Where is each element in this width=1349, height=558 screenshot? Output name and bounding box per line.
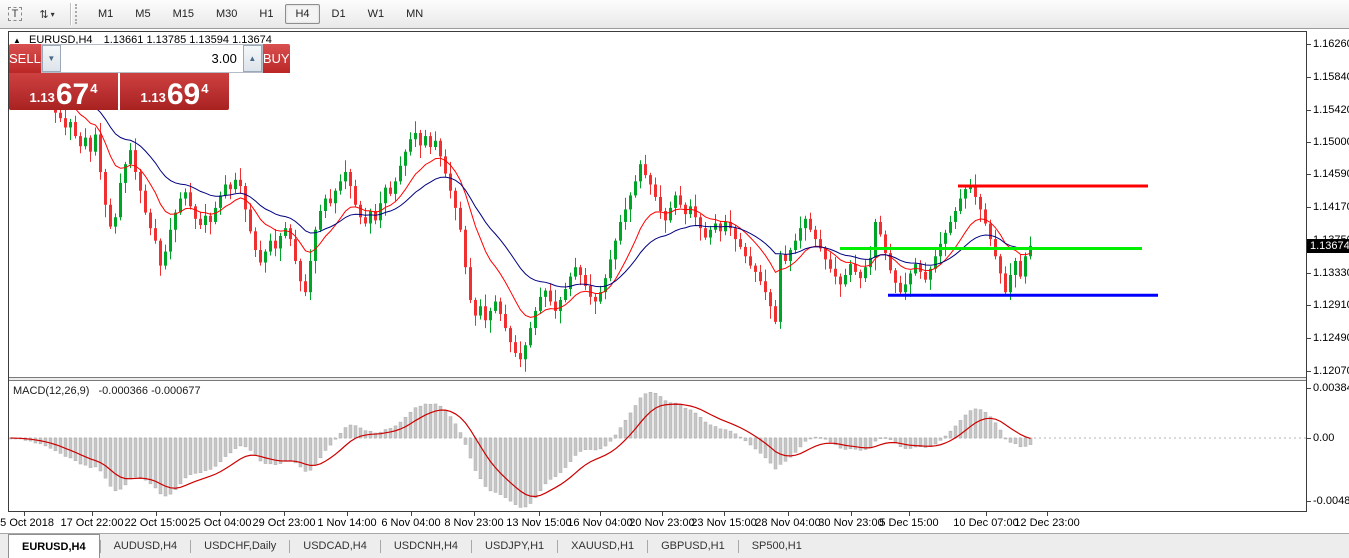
price-axis-label: 1.14170	[1313, 201, 1349, 214]
ohlc-values: 1.13661 1.13785 1.13594 1.13674	[103, 34, 272, 46]
one-click-trading-panel: SELL ▼ ▲ BUY 1.13 67 4 1.13 69 4	[9, 44, 290, 110]
price-axis-tick	[1307, 44, 1311, 45]
buy-price-display[interactable]: 1.13 69 4	[120, 73, 229, 110]
timeframe-button-m5[interactable]: M5	[135, 8, 151, 20]
chart-tab-gbpusd-h1[interactable]: GBPUSD,H1	[661, 540, 725, 552]
sell-price-big: 67	[55, 78, 90, 111]
tab-separator	[647, 539, 649, 553]
price-axis-label: 1.15420	[1313, 103, 1349, 116]
swap-arrows-icon[interactable]: ⇅ ▾	[39, 8, 55, 21]
buy-price-prefix: 1.13	[140, 90, 166, 105]
macd-axis-label: 0.003847	[1313, 382, 1349, 395]
sell-price-prefix: 1.13	[29, 90, 55, 105]
chart-tab-usdcad-h4[interactable]: USDCAD,H4	[303, 540, 367, 552]
collapse-triangle-icon[interactable]: ▲	[13, 36, 21, 45]
macd-axis-label: -0.004856	[1313, 495, 1349, 508]
price-axis-label: 1.13330	[1313, 266, 1349, 279]
macd-axis-tick	[1307, 438, 1311, 439]
price-chart-canvas[interactable]	[9, 32, 1306, 377]
price-axis-tick	[1307, 109, 1311, 111]
chart-tab-bar: EURUSD,H4 AUDUSD,H4 USDCHF,Daily USDCAD,H4 U…	[0, 533, 1349, 558]
price-axis-label: 1.16260	[1313, 38, 1349, 50]
price-axis-tick	[1307, 272, 1311, 274]
time-axis[interactable]	[0, 512, 1349, 533]
timeframe-button-w1[interactable]: W1	[367, 8, 385, 20]
timeframe-button-mn[interactable]: MN	[406, 8, 424, 20]
tab-separator	[379, 539, 381, 553]
tab-separator	[471, 539, 473, 553]
price-axis-label: 1.14590	[1313, 168, 1349, 181]
macd-indicator-label: MACD(12,26,9) -0.000366 -0.000677	[13, 385, 207, 397]
price-axis-tick	[1307, 371, 1311, 372]
price-axis-label: 1.12490	[1313, 332, 1349, 345]
price-axis-label: 1.15000	[1313, 136, 1349, 149]
sell-button[interactable]: SELL	[9, 44, 41, 73]
chart-ohlc-header: ▲ EURUSD,H4 1.13661 1.13785 1.13594 1.13…	[13, 34, 272, 46]
volume-decrease-button[interactable]: ▼	[41, 45, 61, 72]
symbol-period-label: EURUSD,H4	[28, 34, 93, 46]
price-axis-tick	[1307, 76, 1311, 78]
chart-tab-eurusd-h4[interactable]: EURUSD,H4	[8, 534, 100, 558]
price-axis-label: 1.15840	[1313, 70, 1349, 83]
volume-spinner: ▼ ▲	[40, 44, 263, 73]
chart-window	[8, 31, 1307, 512]
macd-axis-tick	[1307, 501, 1311, 503]
price-axis-label: 1.12070	[1313, 365, 1349, 377]
price-axis-tick	[1307, 142, 1311, 144]
price-axis-tick	[1307, 305, 1311, 307]
dropdown-caret-icon: ▾	[50, 9, 55, 19]
tab-separator	[190, 539, 192, 553]
price-axis-tick	[1307, 338, 1311, 340]
timeframe-button-h1[interactable]: H1	[259, 8, 274, 20]
top-toolbar: T ⇅ ▾ M1 M5 M15 M30 H1 H4 D1 W1 MN	[0, 0, 1349, 29]
chart-tab-usdchf-daily[interactable]: USDCHF,Daily	[204, 540, 277, 552]
pane-splitter[interactable]	[9, 377, 1306, 381]
sell-price-pip: 4	[90, 81, 98, 96]
price-axis-tick	[1307, 207, 1311, 209]
tab-separator	[99, 539, 101, 553]
timeframe-button-m1[interactable]: M1	[98, 8, 114, 20]
macd-name: MACD(12,26,9)	[13, 385, 90, 397]
price-axis-label: 1.12910	[1313, 299, 1349, 312]
toolbar-separator	[70, 3, 72, 25]
text-tool-icon[interactable]: T	[3, 3, 27, 25]
timeframe-toolbar: M1 M5 M15 M30 H1 H4 D1 W1 MN	[87, 0, 434, 28]
buy-price-pip: 4	[201, 81, 209, 96]
tab-separator	[557, 539, 559, 553]
timeframe-button-m15[interactable]: M15	[172, 8, 194, 20]
sell-price-display[interactable]: 1.13 67 4	[9, 73, 118, 110]
chart-tab-audusd-h4[interactable]: AUDUSD,H4	[113, 540, 178, 552]
volume-input[interactable]	[60, 45, 243, 72]
price-axis-label: 1.13750	[1313, 233, 1349, 246]
tab-separator	[289, 539, 291, 553]
buy-price-big: 69	[166, 78, 201, 111]
toolbar-drag-handle[interactable]	[75, 4, 81, 24]
buy-button[interactable]: BUY	[262, 44, 290, 73]
current-price-tag: 1.13674	[1307, 238, 1349, 253]
chart-tab-xauusd-h1[interactable]: XAUUSD,H1	[571, 540, 635, 552]
timeframe-button-d1[interactable]: D1	[331, 8, 346, 20]
macd-axis-tick	[1307, 388, 1311, 390]
macd-indicator-canvas[interactable]	[9, 381, 1306, 511]
price-axis-tick	[1307, 239, 1311, 241]
chart-tab-usdcnh-h4[interactable]: USDCNH,H4	[393, 540, 459, 552]
chart-tab-usdjpy-h1[interactable]: USDJPY,H1	[485, 540, 545, 552]
volume-increase-button[interactable]: ▲	[242, 45, 262, 72]
price-axis-tick	[1307, 174, 1311, 176]
timeframe-button-m30[interactable]: M30	[215, 8, 238, 20]
timeframe-button-h4[interactable]: H4	[285, 4, 320, 24]
chart-tab-sp500-h1[interactable]: SP500,H1	[751, 540, 802, 552]
tab-separator	[737, 539, 739, 553]
macd-axis-label: 0.00	[1313, 432, 1335, 444]
macd-values: -0.000366 -0.000677	[98, 385, 201, 397]
